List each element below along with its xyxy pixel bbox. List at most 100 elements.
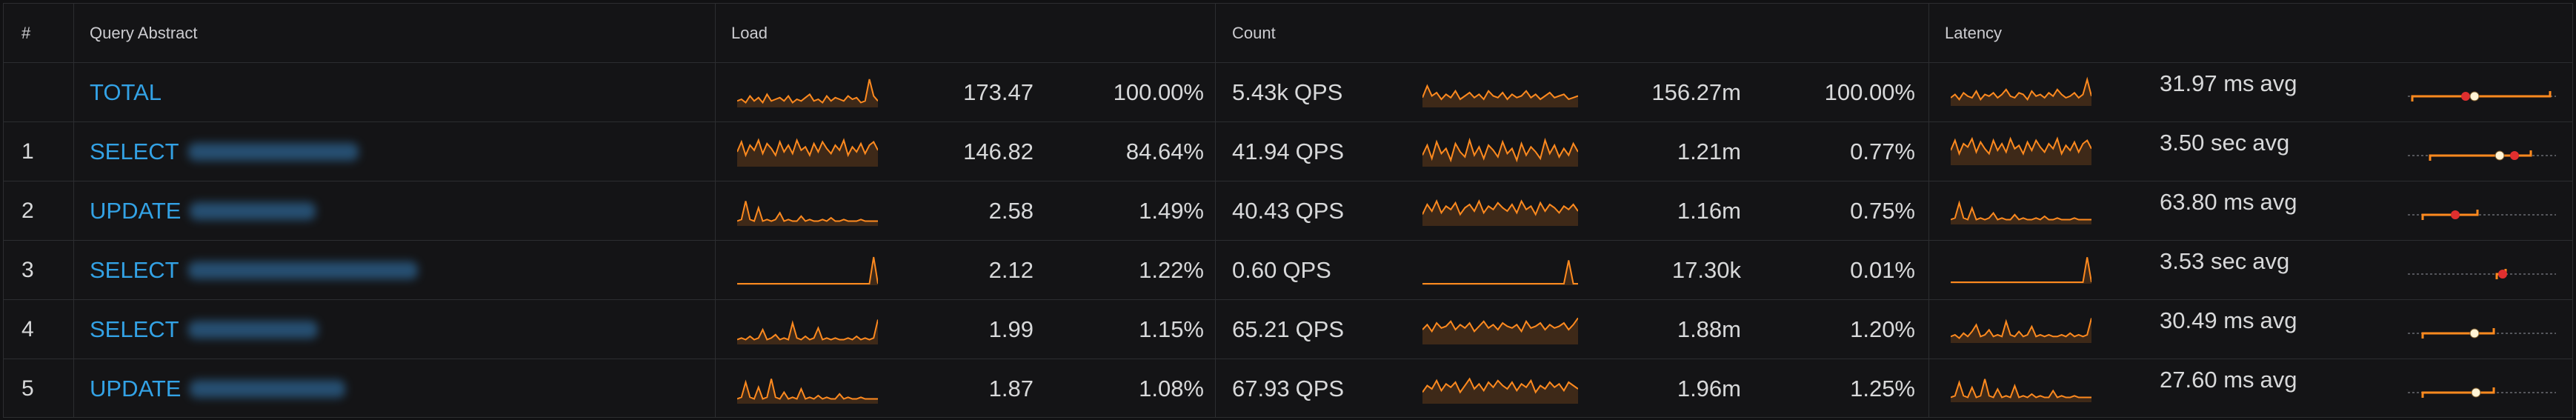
count-percent: 0.75% xyxy=(1850,197,1915,224)
latency-marker-white xyxy=(2495,150,2505,161)
latency-range xyxy=(2421,387,2495,398)
table-row[interactable]: 5 UPDATE 1.87 1.08% 67.93 QPS 1.96m 1.25% 27.60 … xyxy=(4,359,2572,419)
latency-value: 30.49 ms avg xyxy=(2160,300,2297,341)
qps-value: 40.43 QPS xyxy=(1232,181,1344,240)
latency-sparkline xyxy=(1951,76,2091,106)
count-percent: 0.01% xyxy=(1850,256,1915,283)
count-sparkline xyxy=(1422,260,1578,285)
latency-sparkline-area xyxy=(1951,79,2091,106)
count-value: 1.96m xyxy=(1677,376,1741,401)
column-divider xyxy=(1928,4,1929,417)
load-sparkline-line xyxy=(737,319,878,341)
count-sparkline xyxy=(1422,137,1578,167)
count-value: 1.16m xyxy=(1677,197,1741,224)
latency-unit: avg xyxy=(2260,188,2297,215)
count-sparkline xyxy=(1422,317,1578,344)
latency-range xyxy=(2421,328,2495,339)
latency-sparkline-line xyxy=(1951,200,2091,221)
header-latency[interactable]: Latency xyxy=(1945,23,2003,42)
qps-unit: QPS xyxy=(1294,79,1343,105)
latency-distribution xyxy=(2408,150,2556,161)
column-divider xyxy=(1215,4,1216,417)
latency-sparkline-line xyxy=(1951,257,2091,283)
latency-marker-white xyxy=(2469,328,2480,339)
qps-value: 0.60 QPS xyxy=(1232,241,1331,299)
row-index: 1 xyxy=(21,139,34,164)
query-abstract[interactable]: SELECT xyxy=(90,241,418,299)
latency-unit: avg xyxy=(2252,129,2290,156)
count-value: 156.27m xyxy=(1651,79,1741,105)
count-sparkline-line xyxy=(1422,317,1578,333)
table-row[interactable]: 4 SELECT 1.99 1.15% 65.21 QPS 1.88m 1.20% 30.49 … xyxy=(4,300,2572,359)
qps-unit: QPS xyxy=(1295,138,1345,164)
query-abstract[interactable]: TOTAL xyxy=(90,63,162,121)
load-sparkline-line xyxy=(737,79,878,104)
query-link[interactable]: UPDATE xyxy=(90,376,182,401)
load-value: 173.47 xyxy=(963,79,1034,105)
query-abstract[interactable]: UPDATE xyxy=(90,359,346,419)
load-sparkline xyxy=(737,201,878,226)
qps-number: 40.43 xyxy=(1232,197,1290,224)
load-percent: 1.22% xyxy=(1139,256,1204,283)
count-sparkline-area xyxy=(1422,379,1578,404)
latency-marker-red xyxy=(2498,270,2507,279)
query-link[interactable]: SELECT xyxy=(90,256,179,283)
qps-number: 5.43k xyxy=(1232,79,1288,105)
total-row[interactable]: TOTAL 173.47 100.00% 5.43k QPS 156.27m 100.00%… xyxy=(4,63,2572,122)
qps-number: 41.94 xyxy=(1232,138,1290,164)
latency-number: 31.97 ms xyxy=(2160,70,2254,96)
count-sparkline xyxy=(1422,377,1578,404)
header-count[interactable]: Count xyxy=(1232,23,1276,42)
query-abstract[interactable]: SELECT xyxy=(90,300,318,359)
load-value: 1.99 xyxy=(988,316,1034,342)
load-sparkline-line xyxy=(737,379,878,400)
query-abstract[interactable]: SELECT xyxy=(90,122,359,181)
latency-value: 3.53 sec avg xyxy=(2160,241,2289,281)
latency-marker-red xyxy=(2461,92,2470,101)
redacted-query-text xyxy=(190,380,346,398)
count-value: 17.30k xyxy=(1671,256,1741,283)
latency-marker-red xyxy=(2510,151,2519,160)
load-percent: 84.64% xyxy=(1125,138,1204,164)
table-row[interactable]: 3 SELECT 2.12 1.22% 0.60 QPS 17.30k 0.01% 3.53 s… xyxy=(4,241,2572,300)
latency-number: 30.49 ms xyxy=(2160,307,2254,333)
load-sparkline-area xyxy=(737,79,878,107)
query-table: # Query Abstract Load Count Latency TOTA… xyxy=(3,3,2573,418)
qps-unit: QPS xyxy=(1282,256,1331,283)
qps-value: 5.43k QPS xyxy=(1232,63,1342,121)
header-load[interactable]: Load xyxy=(731,23,768,42)
count-sparkline-line xyxy=(1422,377,1578,394)
latency-number: 27.60 ms xyxy=(2160,367,2254,393)
count-percent: 100.00% xyxy=(1824,79,1915,105)
count-value: 1.21m xyxy=(1677,138,1741,164)
query-abstract[interactable]: UPDATE xyxy=(90,181,316,240)
count-sparkline-area xyxy=(1422,260,1578,285)
latency-sparkline-area xyxy=(1951,139,2091,165)
query-link[interactable]: SELECT xyxy=(90,316,179,342)
load-percent: 1.08% xyxy=(1139,376,1204,401)
load-sparkline xyxy=(737,79,878,107)
count-percent: 1.25% xyxy=(1850,376,1915,401)
latency-distribution xyxy=(2408,210,2556,220)
latency-number: 3.53 sec xyxy=(2160,247,2247,274)
load-sparkline xyxy=(737,256,878,285)
query-link[interactable]: TOTAL xyxy=(90,79,162,105)
latency-unit: avg xyxy=(2260,367,2297,393)
header-query-abstract[interactable]: Query Abstract xyxy=(90,23,198,42)
latency-unit: avg xyxy=(2260,70,2297,96)
load-sparkline xyxy=(737,138,878,167)
query-link[interactable]: SELECT xyxy=(90,138,179,164)
load-sparkline-line xyxy=(737,138,878,158)
qps-number: 0.60 xyxy=(1232,256,1277,283)
latency-range xyxy=(2429,150,2532,161)
redacted-query-text xyxy=(187,320,318,339)
query-link[interactable]: UPDATE xyxy=(90,197,182,224)
header-index[interactable]: # xyxy=(21,23,31,42)
latency-sparkline xyxy=(1951,379,2091,402)
count-sparkline-area xyxy=(1422,86,1578,107)
latency-unit: avg xyxy=(2252,247,2290,274)
table-row[interactable]: 2 UPDATE 2.58 1.49% 40.43 QPS 1.16m 0.75% 63.80 … xyxy=(4,181,2572,241)
latency-sparkline-line xyxy=(1951,379,2091,399)
table-row[interactable]: 1 SELECT 146.82 84.64% 41.94 QPS 1.21m 0.77% 3.5… xyxy=(4,122,2572,181)
qps-value: 67.93 QPS xyxy=(1232,359,1344,419)
